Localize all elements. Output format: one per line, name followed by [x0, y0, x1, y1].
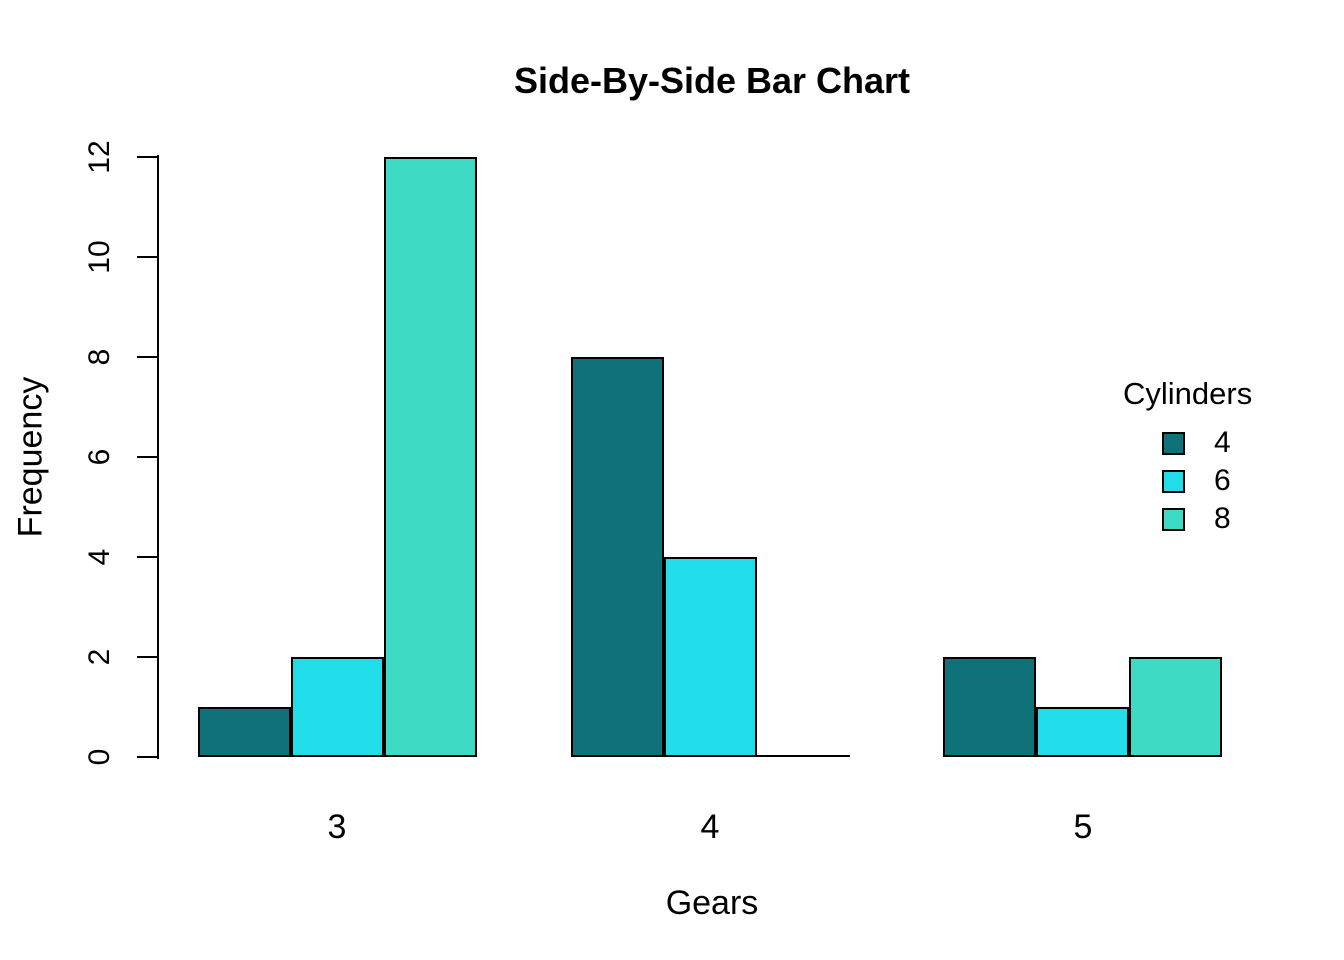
y-tick-label: 2 — [83, 648, 116, 666]
x-tick-label: 5 — [1073, 808, 1093, 846]
bar — [384, 157, 477, 757]
y-tick — [137, 256, 157, 258]
bar — [1129, 657, 1222, 757]
bar — [1036, 707, 1129, 757]
legend-swatch — [1162, 469, 1185, 493]
legend-entries: 4 6 8 — [1123, 424, 1323, 538]
y-tick — [137, 456, 157, 458]
y-tick-label: 4 — [83, 548, 116, 566]
bar — [757, 755, 850, 757]
legend-swatch — [1162, 507, 1185, 531]
legend-entry: 8 — [1123, 500, 1323, 538]
y-tick-label: 0 — [83, 748, 116, 766]
bar — [943, 657, 1036, 757]
bar — [664, 557, 757, 757]
y-tick — [137, 756, 157, 758]
y-tick — [137, 656, 157, 658]
bar — [291, 657, 384, 757]
legend-title: Cylinders — [1123, 376, 1253, 411]
y-tick — [137, 156, 157, 158]
y-tick-label: 10 — [83, 240, 116, 274]
y-axis-line — [157, 155, 159, 759]
y-tick — [137, 356, 157, 358]
legend-swatch — [1162, 431, 1185, 455]
legend: Cylinders 4 6 8 — [1123, 376, 1323, 538]
y-tick-label: 8 — [83, 348, 116, 366]
chart-title: Side-By-Side Bar Chart — [513, 60, 911, 101]
legend-label: 6 — [1214, 464, 1231, 497]
y-axis-label: Frequency — [11, 376, 50, 538]
legend-label: 8 — [1214, 502, 1231, 535]
y-tick-label: 6 — [83, 448, 116, 466]
x-axis-label: Gears — [665, 884, 759, 922]
y-tick-label: 12 — [83, 140, 116, 174]
bar — [198, 707, 291, 757]
x-tick-label: 3 — [327, 808, 347, 846]
x-tick-label: 4 — [700, 808, 720, 846]
legend-entry: 4 — [1123, 424, 1323, 462]
y-tick — [137, 556, 157, 558]
legend-entry: 6 — [1123, 462, 1323, 500]
legend-label: 4 — [1214, 426, 1231, 459]
bar — [571, 357, 664, 757]
